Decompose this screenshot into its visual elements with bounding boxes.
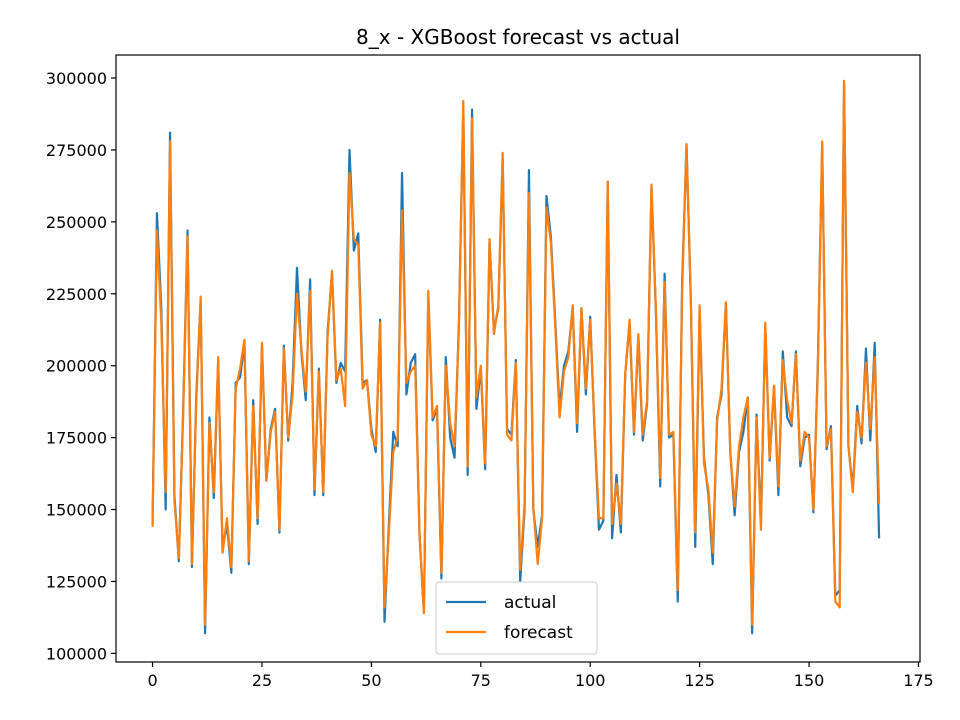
legend-box [435, 581, 598, 655]
x-tick-label: 150 [794, 671, 825, 690]
chart-title: 8_x - XGBoost forecast vs actual [356, 25, 680, 49]
x-tick-label: 25 [252, 671, 272, 690]
x-tick-label: 125 [684, 671, 715, 690]
plot-area: 0 25 50 75 100 125 150 175 100000 125000 150000 175… [46, 54, 934, 690]
axes-frame [115, 54, 921, 663]
legend: actual forecast [435, 581, 598, 655]
y-tick-label: 250000 [46, 213, 107, 232]
y-tick-label: 275000 [46, 141, 107, 160]
legend-label-forecast: forecast [504, 623, 573, 643]
x-tick-label: 100 [575, 671, 606, 690]
y-tick-label: 200000 [46, 357, 107, 376]
x-tick-label: 175 [903, 671, 934, 690]
y-tick-label: 300000 [46, 69, 107, 88]
y-tick-label: 125000 [46, 572, 107, 591]
x-tick-label: 75 [471, 671, 491, 690]
y-tick-label: 175000 [46, 429, 107, 448]
y-tick-label: 225000 [46, 285, 107, 304]
x-tick-label: 0 [147, 671, 157, 690]
legend-label-actual: actual [504, 593, 556, 613]
y-tick-label: 100000 [46, 644, 107, 663]
series-line-forecast [151, 79, 881, 626]
y-tick-label: 150000 [46, 501, 107, 520]
x-tick-label: 50 [361, 671, 381, 690]
